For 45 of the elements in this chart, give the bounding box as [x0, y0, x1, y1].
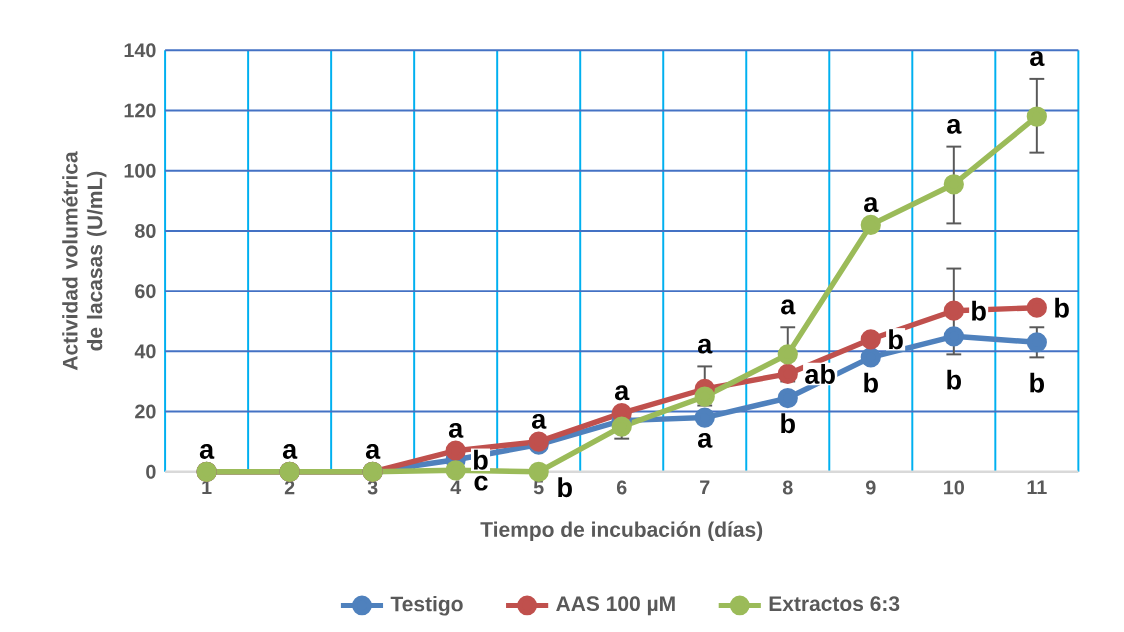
x-tick-label: 2	[284, 480, 295, 495]
x-tick-label: 11	[1027, 480, 1047, 495]
annotation: a	[199, 444, 215, 459]
annotation: b	[947, 369, 961, 390]
x-tick-label: 8	[782, 480, 793, 495]
annotation: a	[614, 385, 630, 401]
legend-label: Testigo	[390, 595, 463, 616]
x-tick-label: 4	[450, 480, 462, 495]
annotation: b	[972, 300, 986, 321]
y-tick-label: 140	[124, 43, 156, 58]
annotation: b	[889, 329, 903, 350]
y-tick-label: 60	[135, 284, 156, 299]
annotation: a	[947, 118, 962, 134]
annotation: a	[448, 423, 464, 438]
annotation: b	[474, 449, 488, 470]
annotation: c	[474, 475, 488, 491]
legend-label: Extractos 6:3	[769, 596, 900, 612]
legend-label: AAS 100 µM	[556, 596, 675, 616]
annotation: b	[864, 372, 878, 393]
x-axis-title: Tiempo de incubación (días)	[480, 521, 763, 542]
x-tick-label: 3	[367, 480, 378, 495]
y-tick-label: 100	[124, 163, 156, 178]
annotation: b	[1030, 372, 1044, 393]
annotation: b	[781, 413, 795, 434]
annotation: a	[864, 197, 879, 213]
annotation: a	[781, 299, 796, 315]
annotation: a	[531, 413, 547, 429]
x-tick-label: 6	[616, 480, 627, 495]
y-tick-label: 0	[146, 464, 156, 479]
y-tick-label: 40	[134, 344, 156, 359]
y-axis-title: Actividad volumétrica de lacasas (U/mL)	[62, 151, 107, 371]
annotation: a	[365, 444, 381, 459]
y-tick-label: 20	[135, 404, 156, 419]
annotation: a	[282, 444, 298, 459]
x-tick-label: 10	[944, 480, 964, 495]
annotation: a	[698, 432, 713, 448]
annotation: b	[558, 477, 572, 498]
y-tick-label: 80	[135, 223, 156, 238]
x-tick-label: 9	[866, 480, 876, 495]
annotation: a	[698, 338, 713, 354]
annotation: b	[1055, 297, 1069, 318]
x-tick-label: 7	[700, 480, 710, 495]
y-tick-label: 120	[124, 103, 156, 118]
annotation: ab	[805, 363, 835, 384]
annotation: a	[1030, 51, 1045, 67]
